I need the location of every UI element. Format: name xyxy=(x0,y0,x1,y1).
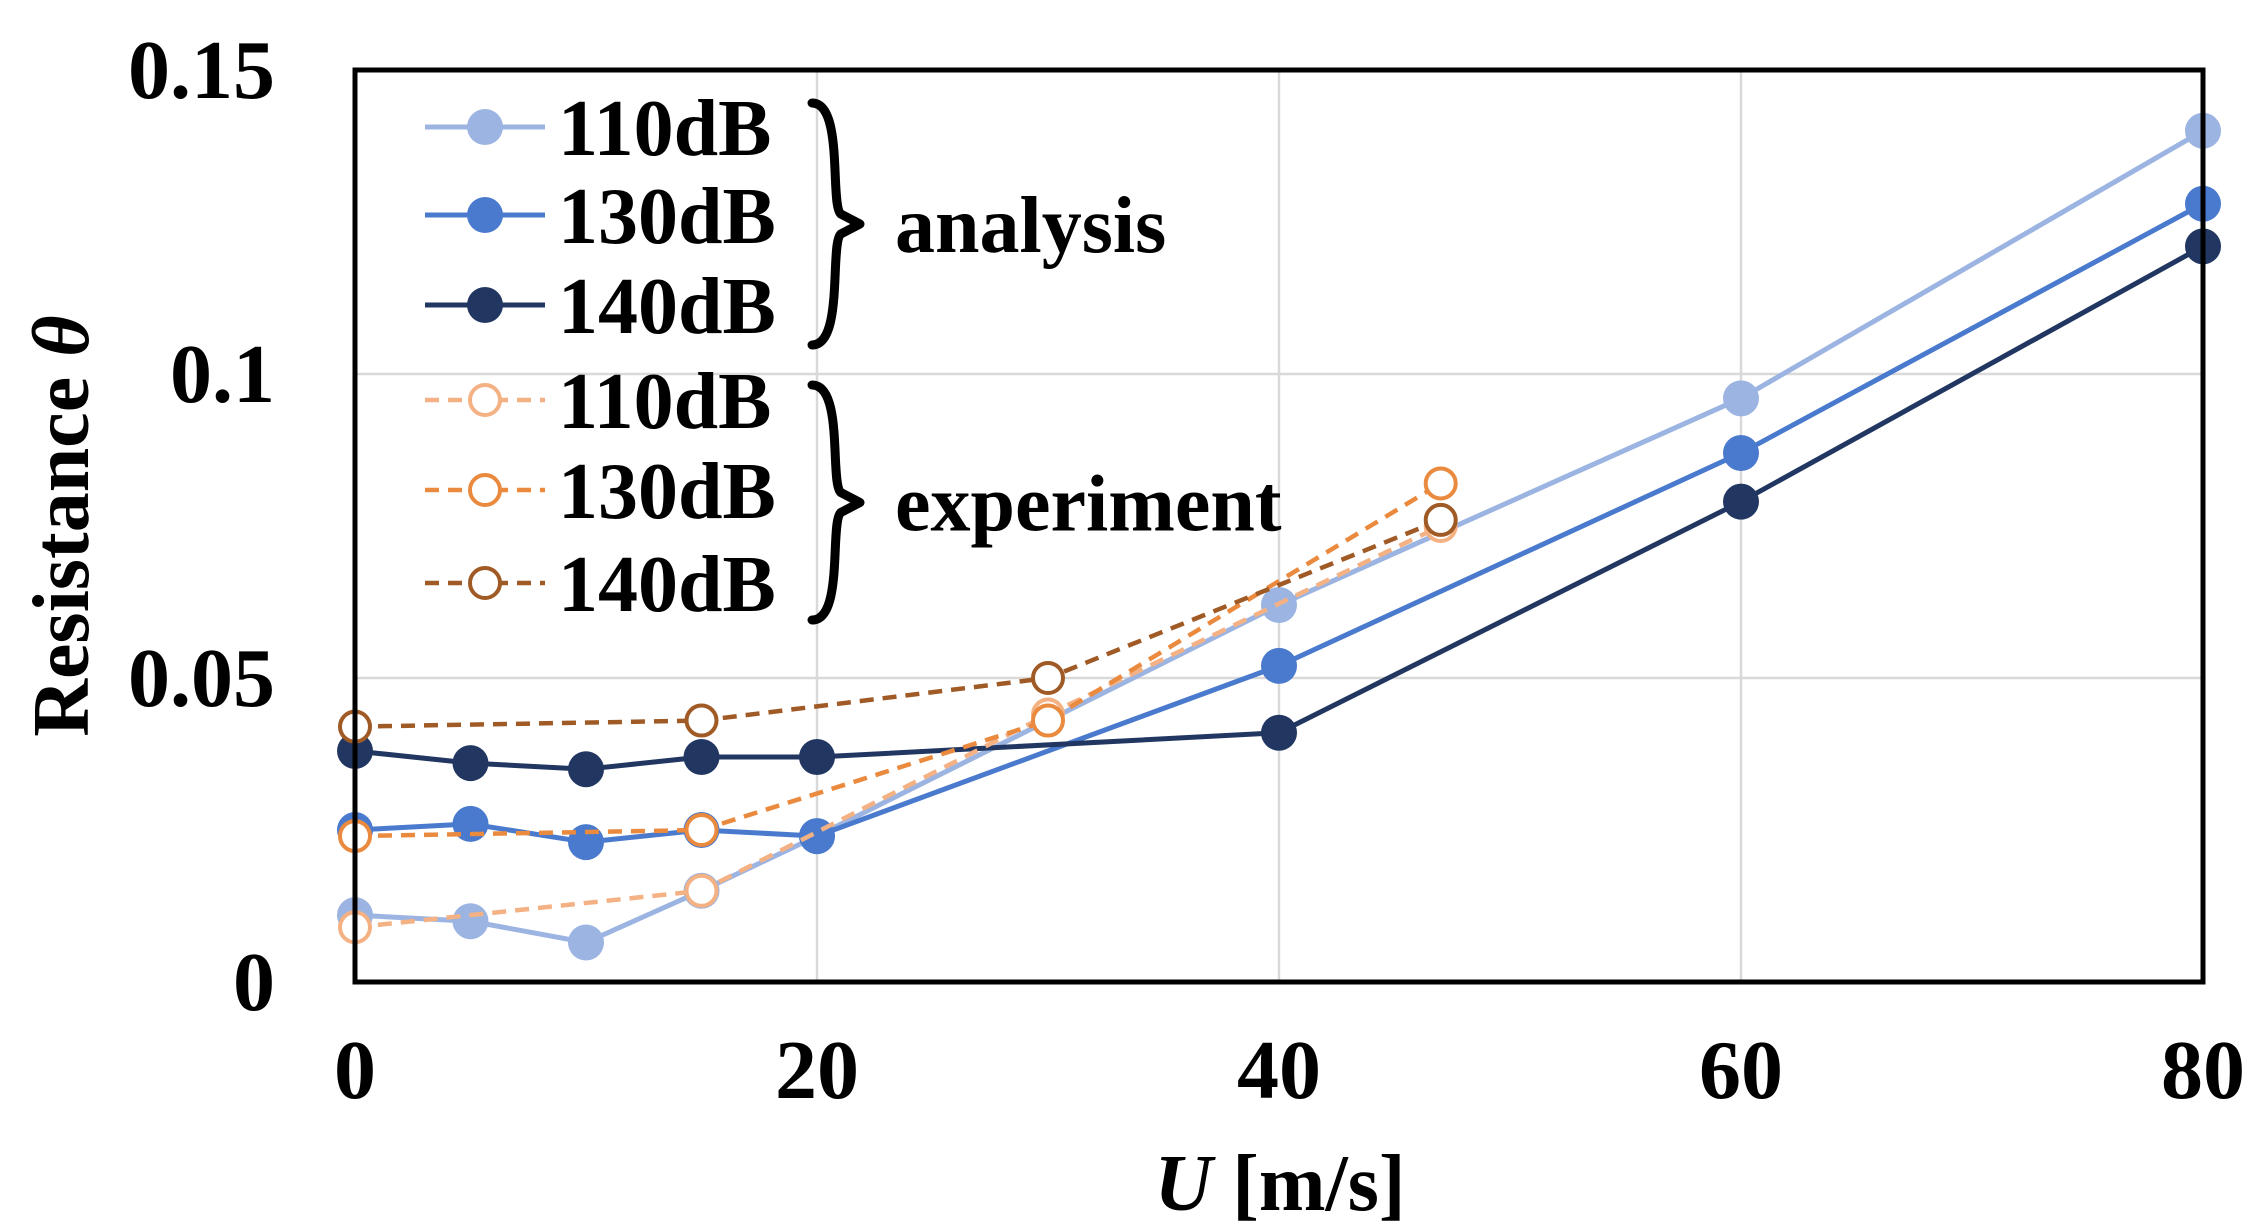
data-point xyxy=(1723,380,1759,417)
plot-frame xyxy=(352,67,2206,985)
y-axis-label: Resistance θ xyxy=(18,315,106,736)
x-tick-label: 80 xyxy=(2161,1024,2245,1117)
series-line xyxy=(354,128,2205,945)
data-point xyxy=(1723,435,1759,472)
data-point xyxy=(568,924,604,961)
series-line xyxy=(354,523,1442,930)
data-point xyxy=(683,739,720,776)
group-label-analysis: analysis xyxy=(895,182,1166,270)
legend: 110dB130dB140dB110dB130dB140dBanalysisex… xyxy=(425,85,1282,629)
y-axis-text: Resistance xyxy=(18,357,106,737)
data-point xyxy=(568,751,604,788)
x-axis-symbol: U xyxy=(1154,1140,1216,1223)
legend-label: 130dB xyxy=(558,173,776,261)
data-point xyxy=(1423,466,1458,501)
data-point xyxy=(1423,502,1458,537)
series-analysis-140dB xyxy=(337,228,2221,788)
data-point xyxy=(684,703,719,738)
series-line xyxy=(354,481,1442,839)
y-axis-symbol: θ xyxy=(18,315,106,357)
data-point xyxy=(1261,647,1297,684)
x-tick-label: 0 xyxy=(334,1024,376,1117)
data-point xyxy=(1261,714,1297,751)
data-point xyxy=(799,739,835,776)
legend-marker xyxy=(468,383,502,417)
data-point xyxy=(452,903,489,940)
data-point xyxy=(684,813,719,847)
data-point xyxy=(684,873,719,908)
legend-marker xyxy=(468,566,502,600)
legend-marker xyxy=(467,197,503,233)
x-tick-label: 20 xyxy=(775,1024,859,1117)
x-axis-ticks: 0 20 40 60 80 xyxy=(334,1024,2245,1117)
legend-marker xyxy=(467,109,503,145)
plot-series xyxy=(337,112,2221,961)
x-axis-unit: [m/s] xyxy=(1212,1140,1405,1223)
y-tick-label: 0 xyxy=(233,936,275,1029)
experiment-brace xyxy=(807,380,865,625)
y-axis-ticks: 0 0.05 0.1 0.15 xyxy=(128,24,275,1029)
legend-label: 130dB xyxy=(558,448,776,536)
analysis-brace xyxy=(807,98,865,350)
series-line xyxy=(354,517,1442,729)
data-point xyxy=(452,745,489,782)
x-tick-label: 40 xyxy=(1237,1024,1321,1117)
data-point xyxy=(1723,483,1759,520)
legend-marker xyxy=(468,473,502,507)
data-point xyxy=(1031,661,1065,695)
x-tick-label: 60 xyxy=(1699,1024,1783,1117)
legend-label: 140dB xyxy=(558,263,776,351)
legend-label: 140dB xyxy=(558,541,776,629)
series-line xyxy=(354,244,2205,772)
legend-marker xyxy=(467,287,503,323)
x-axis-label: U [m/s] xyxy=(1154,1140,1405,1223)
y-tick-label: 0.15 xyxy=(128,24,275,117)
legend-label: 110dB xyxy=(558,85,771,173)
series-line xyxy=(354,201,2205,845)
y-tick-label: 0.05 xyxy=(128,632,275,725)
group-label-experiment: experiment xyxy=(895,461,1282,549)
legend-label: 110dB xyxy=(558,358,771,446)
y-tick-label: 0.1 xyxy=(170,328,275,421)
data-point xyxy=(1031,703,1065,738)
